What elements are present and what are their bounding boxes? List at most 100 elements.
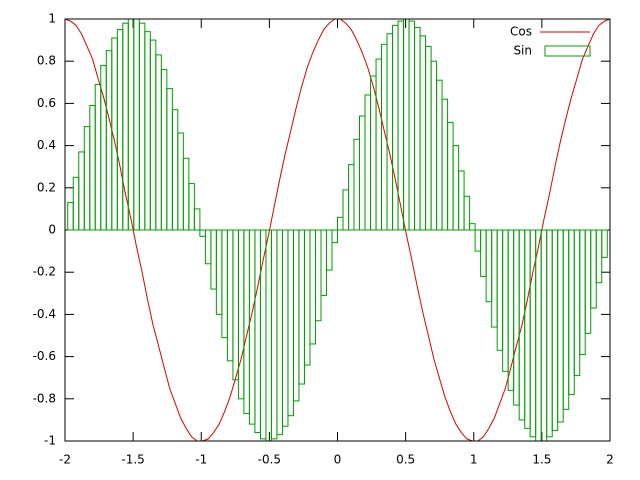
bar xyxy=(524,229,531,429)
bar xyxy=(573,229,581,377)
bar xyxy=(155,54,162,231)
bar xyxy=(436,79,443,231)
x-tick-label: -0.5 xyxy=(258,453,281,467)
bar xyxy=(166,88,173,231)
bar xyxy=(491,229,498,328)
x-tick-label: -2 xyxy=(59,453,71,467)
bar xyxy=(562,229,570,410)
bar xyxy=(265,229,272,442)
bar xyxy=(375,58,383,231)
plot-frame xyxy=(64,18,611,442)
bar xyxy=(309,229,316,345)
bar xyxy=(496,229,504,351)
bar xyxy=(210,229,217,290)
bar xyxy=(337,216,344,231)
y-tick-label: -1 xyxy=(44,434,56,448)
y-tick-label: -0.8 xyxy=(33,391,56,405)
legend-label: Cos xyxy=(510,25,532,39)
y-tick-label: 0.4 xyxy=(37,138,56,152)
bar xyxy=(469,223,476,231)
bar xyxy=(160,69,168,231)
bar xyxy=(215,229,223,315)
bar xyxy=(590,229,597,309)
x-tick-label: 2 xyxy=(606,453,614,467)
bar xyxy=(298,229,305,385)
bar xyxy=(392,24,399,231)
bar xyxy=(89,105,96,231)
y-tick-label: 0.6 xyxy=(37,96,56,110)
bar xyxy=(474,229,482,252)
bar xyxy=(67,202,74,231)
bar xyxy=(408,20,416,231)
bar xyxy=(551,229,559,431)
legend-swatch xyxy=(544,45,591,57)
bar xyxy=(243,229,250,415)
bar xyxy=(221,229,228,339)
bar xyxy=(386,33,394,231)
bar xyxy=(105,50,113,231)
bar xyxy=(579,229,586,355)
bar xyxy=(287,229,294,417)
bar xyxy=(232,229,239,381)
bar xyxy=(226,229,234,362)
bar xyxy=(127,18,135,231)
bar xyxy=(94,83,102,231)
bar xyxy=(188,183,195,231)
x-tick-label: 1 xyxy=(470,453,478,467)
bar xyxy=(364,94,372,231)
bar xyxy=(370,75,377,231)
bar xyxy=(425,45,432,231)
bar xyxy=(314,229,322,322)
bar xyxy=(342,189,350,231)
bar xyxy=(144,31,151,231)
bar xyxy=(133,18,140,231)
bar xyxy=(557,229,564,423)
x-tick-label: 0.5 xyxy=(396,453,415,467)
y-tick-label: 1 xyxy=(48,12,56,26)
bar xyxy=(348,164,355,231)
bar xyxy=(403,18,410,231)
bar xyxy=(447,121,454,231)
y-tick-label: -0.4 xyxy=(33,307,56,321)
bar xyxy=(292,229,300,402)
bar xyxy=(359,115,366,231)
bar xyxy=(149,39,157,231)
bar xyxy=(452,145,460,231)
y-tick-label: -0.2 xyxy=(33,265,56,279)
bar xyxy=(419,35,427,231)
bar xyxy=(595,229,603,284)
bar xyxy=(72,176,80,231)
bar xyxy=(177,132,184,231)
bar xyxy=(331,229,338,244)
x-tick-label: -1 xyxy=(195,453,207,467)
x-tick-label: 1.5 xyxy=(532,453,551,467)
bar xyxy=(441,98,449,231)
bar xyxy=(513,229,520,406)
bar xyxy=(254,229,261,434)
bar xyxy=(83,126,91,231)
bar xyxy=(281,229,289,427)
bar xyxy=(601,229,608,258)
bar xyxy=(122,22,129,231)
bar xyxy=(303,229,311,366)
legend-label: Sin xyxy=(513,44,532,58)
bar xyxy=(458,170,465,231)
bar xyxy=(204,229,212,265)
bar xyxy=(584,229,592,334)
y-tick-label: 0 xyxy=(48,223,56,237)
bar xyxy=(276,229,283,436)
bar xyxy=(546,229,553,438)
bar xyxy=(568,229,575,396)
y-tick-label: 0.2 xyxy=(37,180,56,194)
bar xyxy=(325,229,333,271)
bar xyxy=(502,229,509,372)
bar xyxy=(270,229,278,440)
bar xyxy=(182,157,190,231)
y-tick-label: -0.6 xyxy=(33,349,56,363)
x-tick-label: -1.5 xyxy=(121,453,144,467)
x-tick-label: 0 xyxy=(334,453,342,467)
bar xyxy=(138,22,146,231)
bar xyxy=(237,229,245,400)
bar xyxy=(248,229,256,425)
